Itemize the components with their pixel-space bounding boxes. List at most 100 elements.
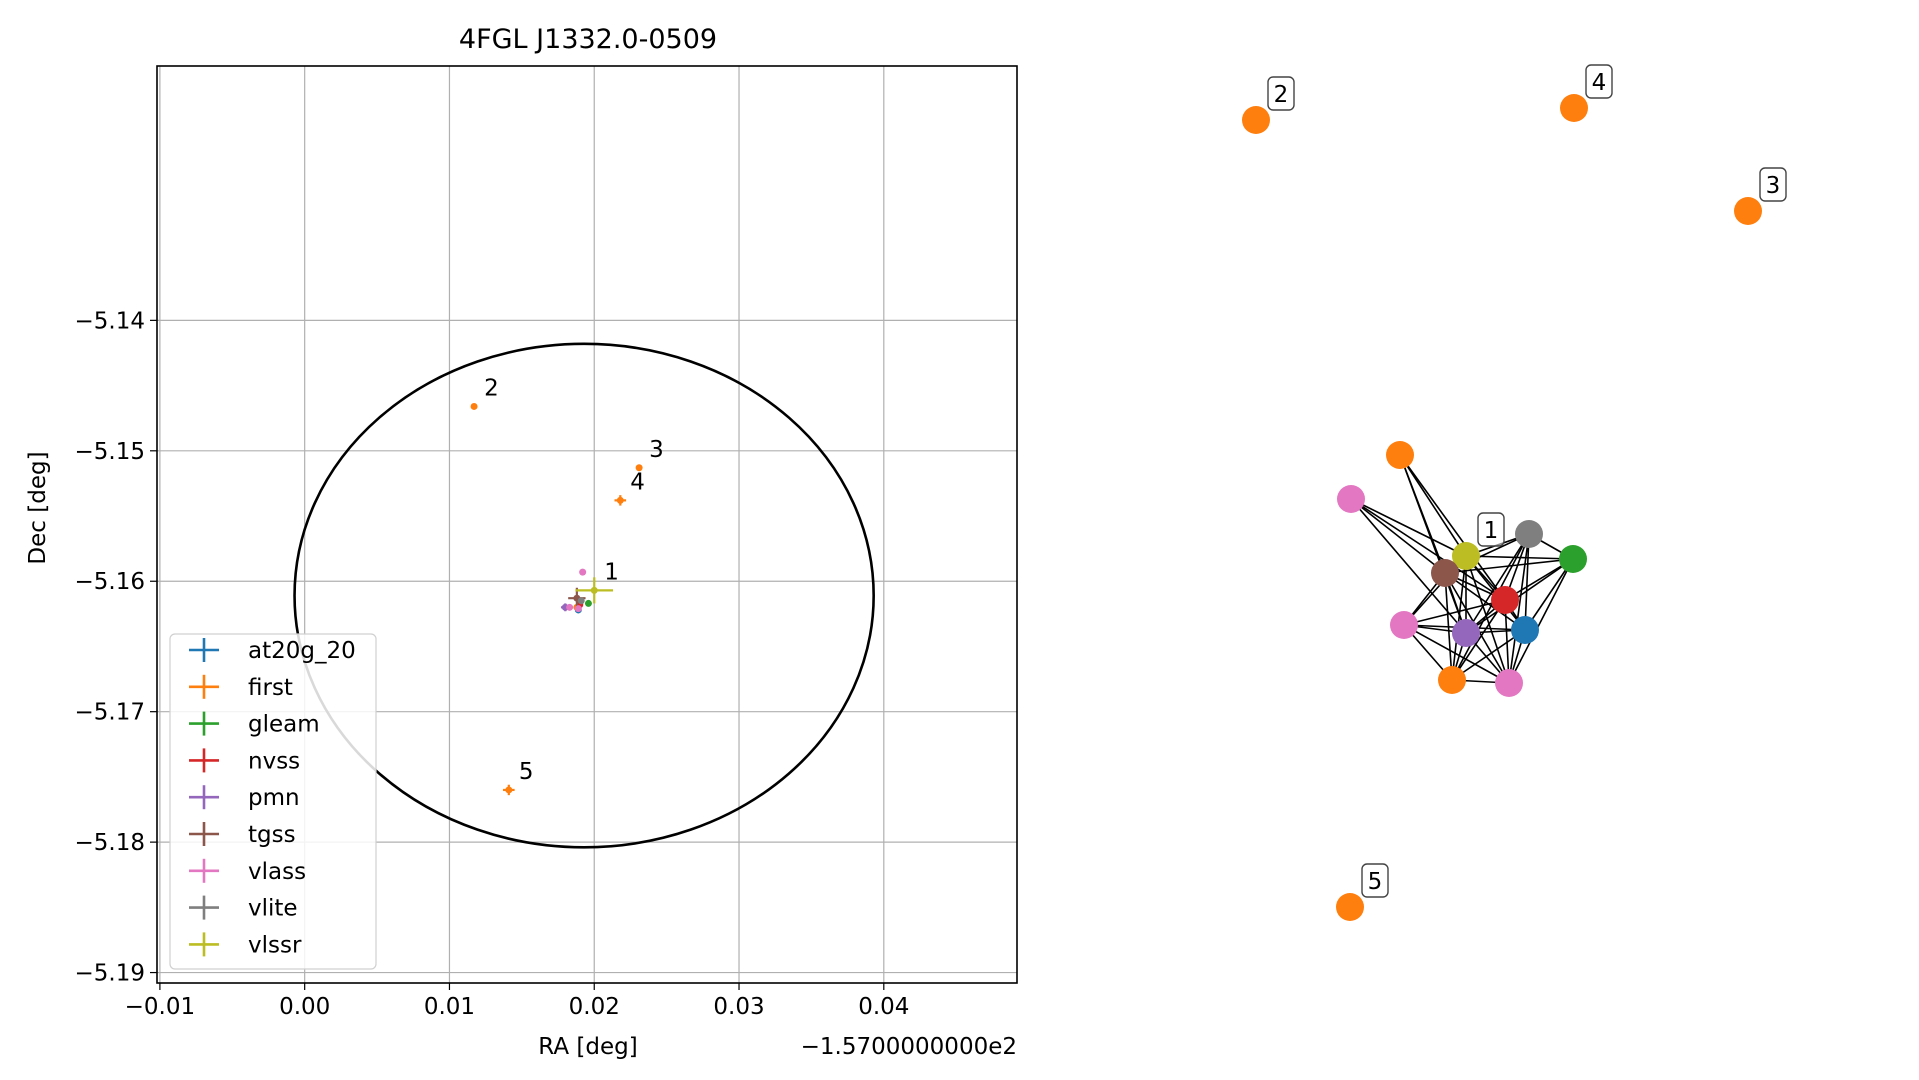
legend-label: gleam [248,712,320,738]
network-node [1390,611,1418,639]
node-label: 4 [1592,70,1607,96]
y-tick-label: −5.15 [75,439,145,465]
network-edge [1399,454,1506,601]
node-label: 2 [1274,82,1289,108]
legend-entry-tgss: tgss [189,822,296,848]
scatter-panel: 2 34 5 1 −0.01 0.00 0.01 0.02 0.03 0.04 −5.14 −5.1… [25,24,1018,1060]
network-node [1431,559,1459,587]
data-point-vlssr [575,577,614,604]
network-edge [1524,558,1574,631]
point-marker [590,586,598,594]
network-edge [1465,555,1574,560]
network-node [1337,485,1365,513]
legend-label: tgss [248,822,296,848]
node-label-frame [1477,512,1505,547]
network-node [1560,94,1588,122]
data-point-vlass [574,605,582,613]
y-tick-label: −5.19 [75,961,145,987]
y-tick-label: −5.16 [75,569,145,595]
network-node [1336,893,1364,921]
error-circle-layer [293,342,875,849]
node-label: 5 [1368,869,1383,895]
network-node [1559,545,1587,573]
network-node [1511,616,1539,644]
legend-entry-vlssr: vlssr [189,932,302,958]
data-point-first [635,464,643,472]
axis-ticks: −0.01 0.00 0.01 0.02 0.03 0.04 −5.14 −5.15 −5.16… [75,308,910,1020]
node-label-box: 3 [1759,167,1787,202]
x-tick-label: −0.01 [125,994,195,1020]
network-edge [1451,533,1530,681]
network-edge [1465,533,1530,634]
y-tick-label: −5.14 [75,308,145,334]
x-axis-label: RA [deg] [538,1034,637,1060]
data-point-first [470,402,478,410]
network-panel: 2 4 3 5 1 [1242,64,1787,921]
legend-label: nvss [248,748,300,774]
node-label-box: 2 [1267,76,1295,111]
data-point-vlass [579,568,587,576]
network-edge [1403,624,1510,684]
point-label: 5 [519,759,534,785]
legend-entry-first: first [189,674,293,701]
node-label: 1 [1484,518,1499,544]
legend-label: at20g_20 [248,638,356,664]
x-tick-label: 0.02 [569,994,620,1020]
legend-label: vlite [248,896,298,922]
data-point-vlite [577,597,585,605]
network-edge [1508,533,1530,684]
point-marker [505,786,513,794]
error-circle [293,342,875,849]
node-label: 3 [1766,173,1781,199]
chart-title: 4FGL J1332.0-0509 [459,24,717,55]
legend-entry-pmn: pmn [189,785,300,811]
point-marker [470,402,478,410]
node-label-frame [1361,863,1389,898]
point-marker [616,496,624,504]
legend-entry-vlass: vlass [189,858,306,885]
data-point-vlass [566,603,574,611]
legend-label: pmn [248,785,300,811]
node-label-box: 1 [1477,512,1505,547]
y-axis-label: Dec [deg] [25,451,51,564]
network-node [1495,669,1523,697]
network-node-labels: 2 4 3 5 1 [1267,64,1787,898]
legend-label: vlssr [248,932,302,958]
point-marker [577,597,585,605]
network-node [1452,619,1480,647]
network-edge [1451,599,1506,681]
network-edge [1524,533,1530,631]
network-node [1491,586,1519,614]
point-marker [579,568,587,576]
node-label-box: 5 [1361,863,1389,898]
network-edge [1451,555,1467,681]
node-label-frame [1585,64,1613,99]
network-edge [1350,498,1506,601]
network-edge [1465,558,1574,634]
network-nodes [1242,94,1762,921]
network-node [1515,520,1543,548]
network-edge [1444,558,1574,574]
network-edge [1399,454,1467,557]
data-point-first [503,784,515,796]
legend-entry-vlite: vlite [189,895,298,922]
data-point-first [614,495,627,506]
legend-label: first [248,675,293,701]
legend-entry-nvss: nvss [189,748,300,774]
network-edge [1508,558,1574,684]
network-node [1386,441,1414,469]
x-axis-offset-label: −1.5700000000e2 [801,1034,1017,1060]
network-node [1452,542,1480,570]
point-marker [635,464,643,472]
network-edge [1350,498,1446,574]
node-label-frame [1759,167,1787,202]
network-edge [1403,599,1506,626]
network-edge [1451,629,1526,681]
point-marker [566,603,574,611]
legend-entry-gleam: gleam [189,711,320,738]
y-tick-label: −5.17 [75,700,145,726]
network-edge [1350,498,1467,557]
x-tick-label: 0.03 [713,994,764,1020]
node-label-box: 4 [1585,64,1613,99]
